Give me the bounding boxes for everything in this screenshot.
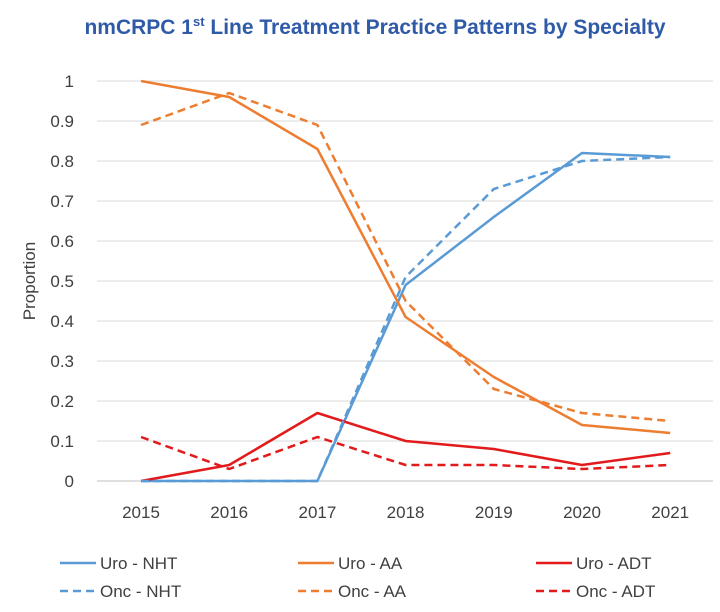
series-lines [140,79,671,483]
x-tick-label: 2020 [563,503,601,522]
y-axis-ticks: 0 0.1 0.2 0.3 0.4 0.5 0.6 0.7 0.8 0.9 1 [50,72,74,491]
chart-title-superscript: st [193,14,205,29]
y-tick-label: 0.5 [50,272,74,291]
legend: Uro - NHT Uro - AA Uro - ADT Onc - NHT Onc -… [60,554,655,601]
y-tick-label: 0.4 [50,312,74,331]
series-line-onc-aa [140,91,671,423]
y-tick-label: 0.2 [50,392,74,411]
y-tick-label: 0.9 [50,112,74,131]
legend-label-uro-nht: Uro - NHT [100,554,177,573]
series-line-onc-adt [140,435,671,471]
series-line-uro-adt [140,411,671,483]
series-line-onc-nht [141,155,671,483]
x-tick-label: 2016 [210,503,248,522]
x-tick-label: 2019 [475,503,513,522]
x-tick-label: 2017 [298,503,336,522]
legend-label-onc-aa: Onc - AA [338,582,407,601]
chart-title: nmCRPC 1st Line Treatment Practice Patte… [84,14,665,39]
y-tick-label: 0.1 [50,432,74,451]
y-tick-label: 0.6 [50,232,74,251]
series-line-uro-aa [140,79,671,435]
series-line-uro-nht [141,151,671,483]
y-tick-label: 0.8 [50,152,74,171]
y-tick-label: 1 [65,72,74,91]
y-tick-label: 0 [65,472,74,491]
x-tick-label: 2018 [387,503,425,522]
legend-label-uro-aa: Uro - AA [338,554,403,573]
legend-label-uro-adt: Uro - ADT [576,554,652,573]
y-tick-label: 0.3 [50,352,74,371]
chart-title-suffix: Line Treatment Practice Patterns by Spec… [205,16,666,39]
x-axis-ticks: 2015 2016 2017 2018 2019 2020 2021 [122,503,689,522]
y-tick-label: 0.7 [50,192,74,211]
y-axis-title: Proportion [20,242,39,320]
legend-label-onc-adt: Onc - ADT [576,582,655,601]
chart-title-prefix: nmCRPC 1 [84,16,193,39]
x-tick-label: 2021 [651,503,689,522]
x-tick-label: 2015 [122,503,160,522]
legend-label-onc-nht: Onc - NHT [100,582,181,601]
